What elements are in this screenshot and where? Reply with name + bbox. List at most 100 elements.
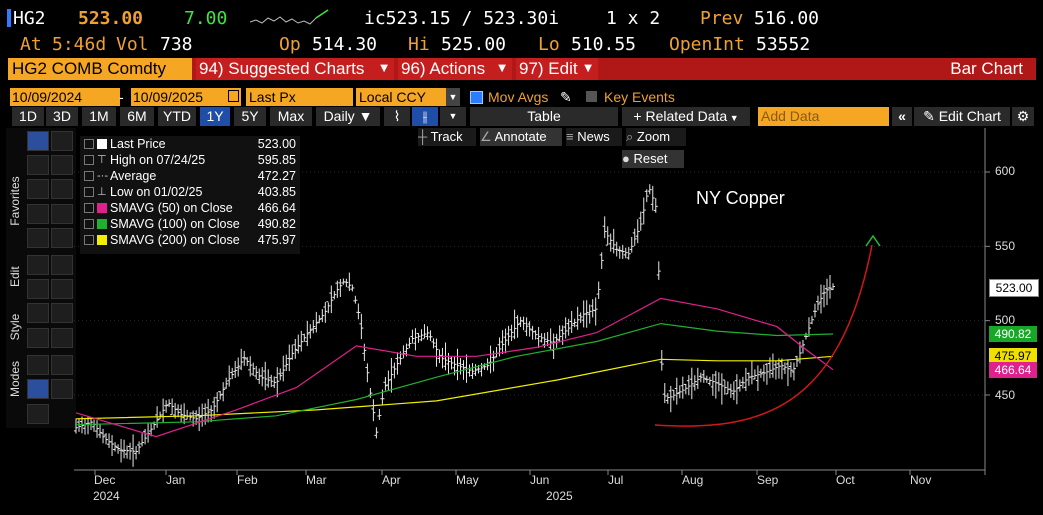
price-bar bbox=[575, 306, 580, 330]
legend-toggle-icon[interactable] bbox=[84, 203, 94, 213]
zoom-button[interactable]: ⌕ Zoom bbox=[626, 128, 686, 146]
trendline-icon[interactable] bbox=[27, 155, 49, 175]
period-6m[interactable]: 6M bbox=[120, 107, 154, 126]
segment-icon[interactable] bbox=[27, 179, 49, 199]
price-bar bbox=[710, 373, 715, 396]
trash-icon[interactable] bbox=[51, 279, 73, 299]
ray-icon[interactable] bbox=[51, 155, 73, 175]
gear-icon[interactable]: ⚙ bbox=[1012, 107, 1034, 126]
legend-row[interactable]: SMAVG (200) on Close 475.97 bbox=[80, 232, 300, 248]
price-bar bbox=[425, 326, 430, 340]
key-events-checkbox[interactable] bbox=[586, 91, 597, 102]
price-bar bbox=[611, 228, 616, 254]
period-5y[interactable]: 5Y bbox=[234, 107, 266, 126]
legend-row[interactable]: SMAVG (100) on Close 490.82 bbox=[80, 216, 300, 232]
period-1m[interactable]: 1M bbox=[82, 107, 116, 126]
line-chart-icon[interactable]: ⌇ bbox=[384, 107, 410, 126]
legend-toggle-icon[interactable] bbox=[84, 139, 94, 149]
draw-tool-icon[interactable] bbox=[51, 131, 73, 151]
select-icon[interactable] bbox=[27, 279, 49, 299]
legend-toggle-icon[interactable] bbox=[84, 219, 94, 229]
period-1y[interactable]: 1Y bbox=[200, 107, 230, 126]
price-bar bbox=[512, 309, 517, 340]
currency-dropdown-icon[interactable]: ▼ bbox=[446, 88, 460, 106]
hline-icon[interactable] bbox=[27, 204, 49, 224]
period-1d[interactable]: 1D bbox=[12, 107, 44, 126]
table-button[interactable]: Table bbox=[470, 107, 618, 126]
collapse-icon[interactable]: « bbox=[892, 107, 912, 126]
price-bar bbox=[695, 367, 700, 390]
legend-label: Average bbox=[110, 169, 157, 183]
font-icon[interactable] bbox=[27, 303, 49, 323]
price-bar bbox=[524, 317, 529, 337]
channel-icon[interactable] bbox=[51, 179, 73, 199]
period-ytd[interactable]: YTD bbox=[158, 107, 196, 126]
price-bar bbox=[563, 317, 568, 339]
edit-chart-button[interactable]: ✎ Edit Chart bbox=[914, 107, 1010, 126]
chart-style-dropdown[interactable]: ▼ bbox=[440, 107, 466, 126]
price-bar bbox=[770, 353, 775, 378]
legend-row[interactable]: SMAVG (50) on Close 466.64 bbox=[80, 200, 300, 216]
line-width-icon[interactable] bbox=[51, 328, 73, 348]
legend-row[interactable]: -·- Average 472.27 bbox=[80, 168, 300, 184]
calendar-icon[interactable] bbox=[228, 90, 239, 102]
line-style-icon[interactable] bbox=[27, 328, 49, 348]
period-max[interactable]: Max bbox=[270, 107, 312, 126]
refresh-icon[interactable] bbox=[27, 379, 49, 399]
brush-icon[interactable] bbox=[27, 255, 49, 275]
pencil-icon[interactable]: ✎ bbox=[560, 89, 572, 105]
suggested-charts-menu[interactable]: 94) Suggested Charts ▼ bbox=[196, 58, 394, 80]
bar-chart-icon[interactable]: ⫲ bbox=[412, 107, 438, 126]
news-button[interactable]: ≡ News bbox=[566, 128, 622, 146]
price-bar bbox=[761, 364, 766, 382]
ticker[interactable]: HG2 bbox=[13, 8, 46, 29]
price-bar bbox=[779, 358, 784, 380]
settings-icon[interactable] bbox=[27, 404, 49, 424]
crosshair-icon[interactable] bbox=[27, 355, 49, 375]
annotation-text[interactable]: NY Copper bbox=[696, 188, 785, 208]
legend-value: 595.85 bbox=[257, 153, 296, 167]
pointer-tool-icon[interactable] bbox=[27, 131, 49, 151]
reset-button[interactable]: ● Reset bbox=[622, 150, 684, 168]
text-tool-icon[interactable] bbox=[51, 204, 73, 224]
legend-row[interactable]: ⊤ High on 07/24/25 595.85 bbox=[80, 152, 300, 168]
currency-select[interactable]: Local CCY bbox=[356, 88, 455, 106]
legend-row[interactable]: Last Price 523.00 bbox=[80, 136, 300, 152]
mov-avgs-checkbox[interactable] bbox=[470, 91, 483, 104]
edit-menu[interactable]: 97) Edit ▼ bbox=[516, 58, 598, 80]
rectangle-icon[interactable] bbox=[51, 228, 73, 248]
price-bar bbox=[329, 285, 334, 314]
price-bar bbox=[659, 350, 664, 371]
crosshair-icon: ┼ bbox=[418, 129, 431, 144]
frequency-select[interactable]: Daily ▼ bbox=[316, 107, 380, 126]
price-bar bbox=[488, 345, 493, 374]
price-bar bbox=[224, 377, 229, 389]
legend-toggle-icon[interactable] bbox=[84, 155, 94, 165]
end-date-field[interactable]: 10/09/2025 bbox=[131, 88, 241, 106]
legend-toggle-icon[interactable] bbox=[84, 187, 94, 197]
chart-legend[interactable]: Last Price 523.00 ⊤ High on 07/24/25 595.85-… bbox=[80, 136, 300, 254]
price-bar bbox=[119, 438, 124, 463]
split-icon[interactable] bbox=[51, 355, 73, 375]
color-icon[interactable] bbox=[51, 303, 73, 323]
related-data-menu[interactable]: + Related Data ▼ bbox=[622, 107, 750, 126]
fib-icon[interactable] bbox=[27, 228, 49, 248]
field-select[interactable]: Last Px bbox=[246, 88, 353, 106]
track-button[interactable]: ┼ Track bbox=[418, 128, 476, 146]
price-bar bbox=[566, 318, 571, 336]
security-field[interactable]: HG2 COMB Comdty bbox=[8, 58, 192, 80]
price-bar bbox=[626, 246, 631, 260]
x-tick-apr: Apr bbox=[382, 473, 401, 487]
start-date-field[interactable]: 10/09/2024 bbox=[10, 88, 120, 106]
legend-row[interactable]: ⊥ Low on 01/02/25 403.85 bbox=[80, 184, 300, 200]
legend-toggle-icon[interactable] bbox=[84, 235, 94, 245]
move-icon[interactable] bbox=[51, 255, 73, 275]
annotate-button[interactable]: ∠ Annotate bbox=[480, 128, 562, 146]
legend-toggle-icon[interactable] bbox=[84, 171, 94, 181]
period-3d[interactable]: 3D bbox=[46, 107, 78, 126]
price-bar bbox=[320, 309, 325, 323]
actions-menu[interactable]: 96) Actions ▼ bbox=[398, 58, 512, 80]
add-data-input[interactable]: Add Data bbox=[758, 107, 889, 126]
palette-icon[interactable] bbox=[51, 379, 73, 399]
